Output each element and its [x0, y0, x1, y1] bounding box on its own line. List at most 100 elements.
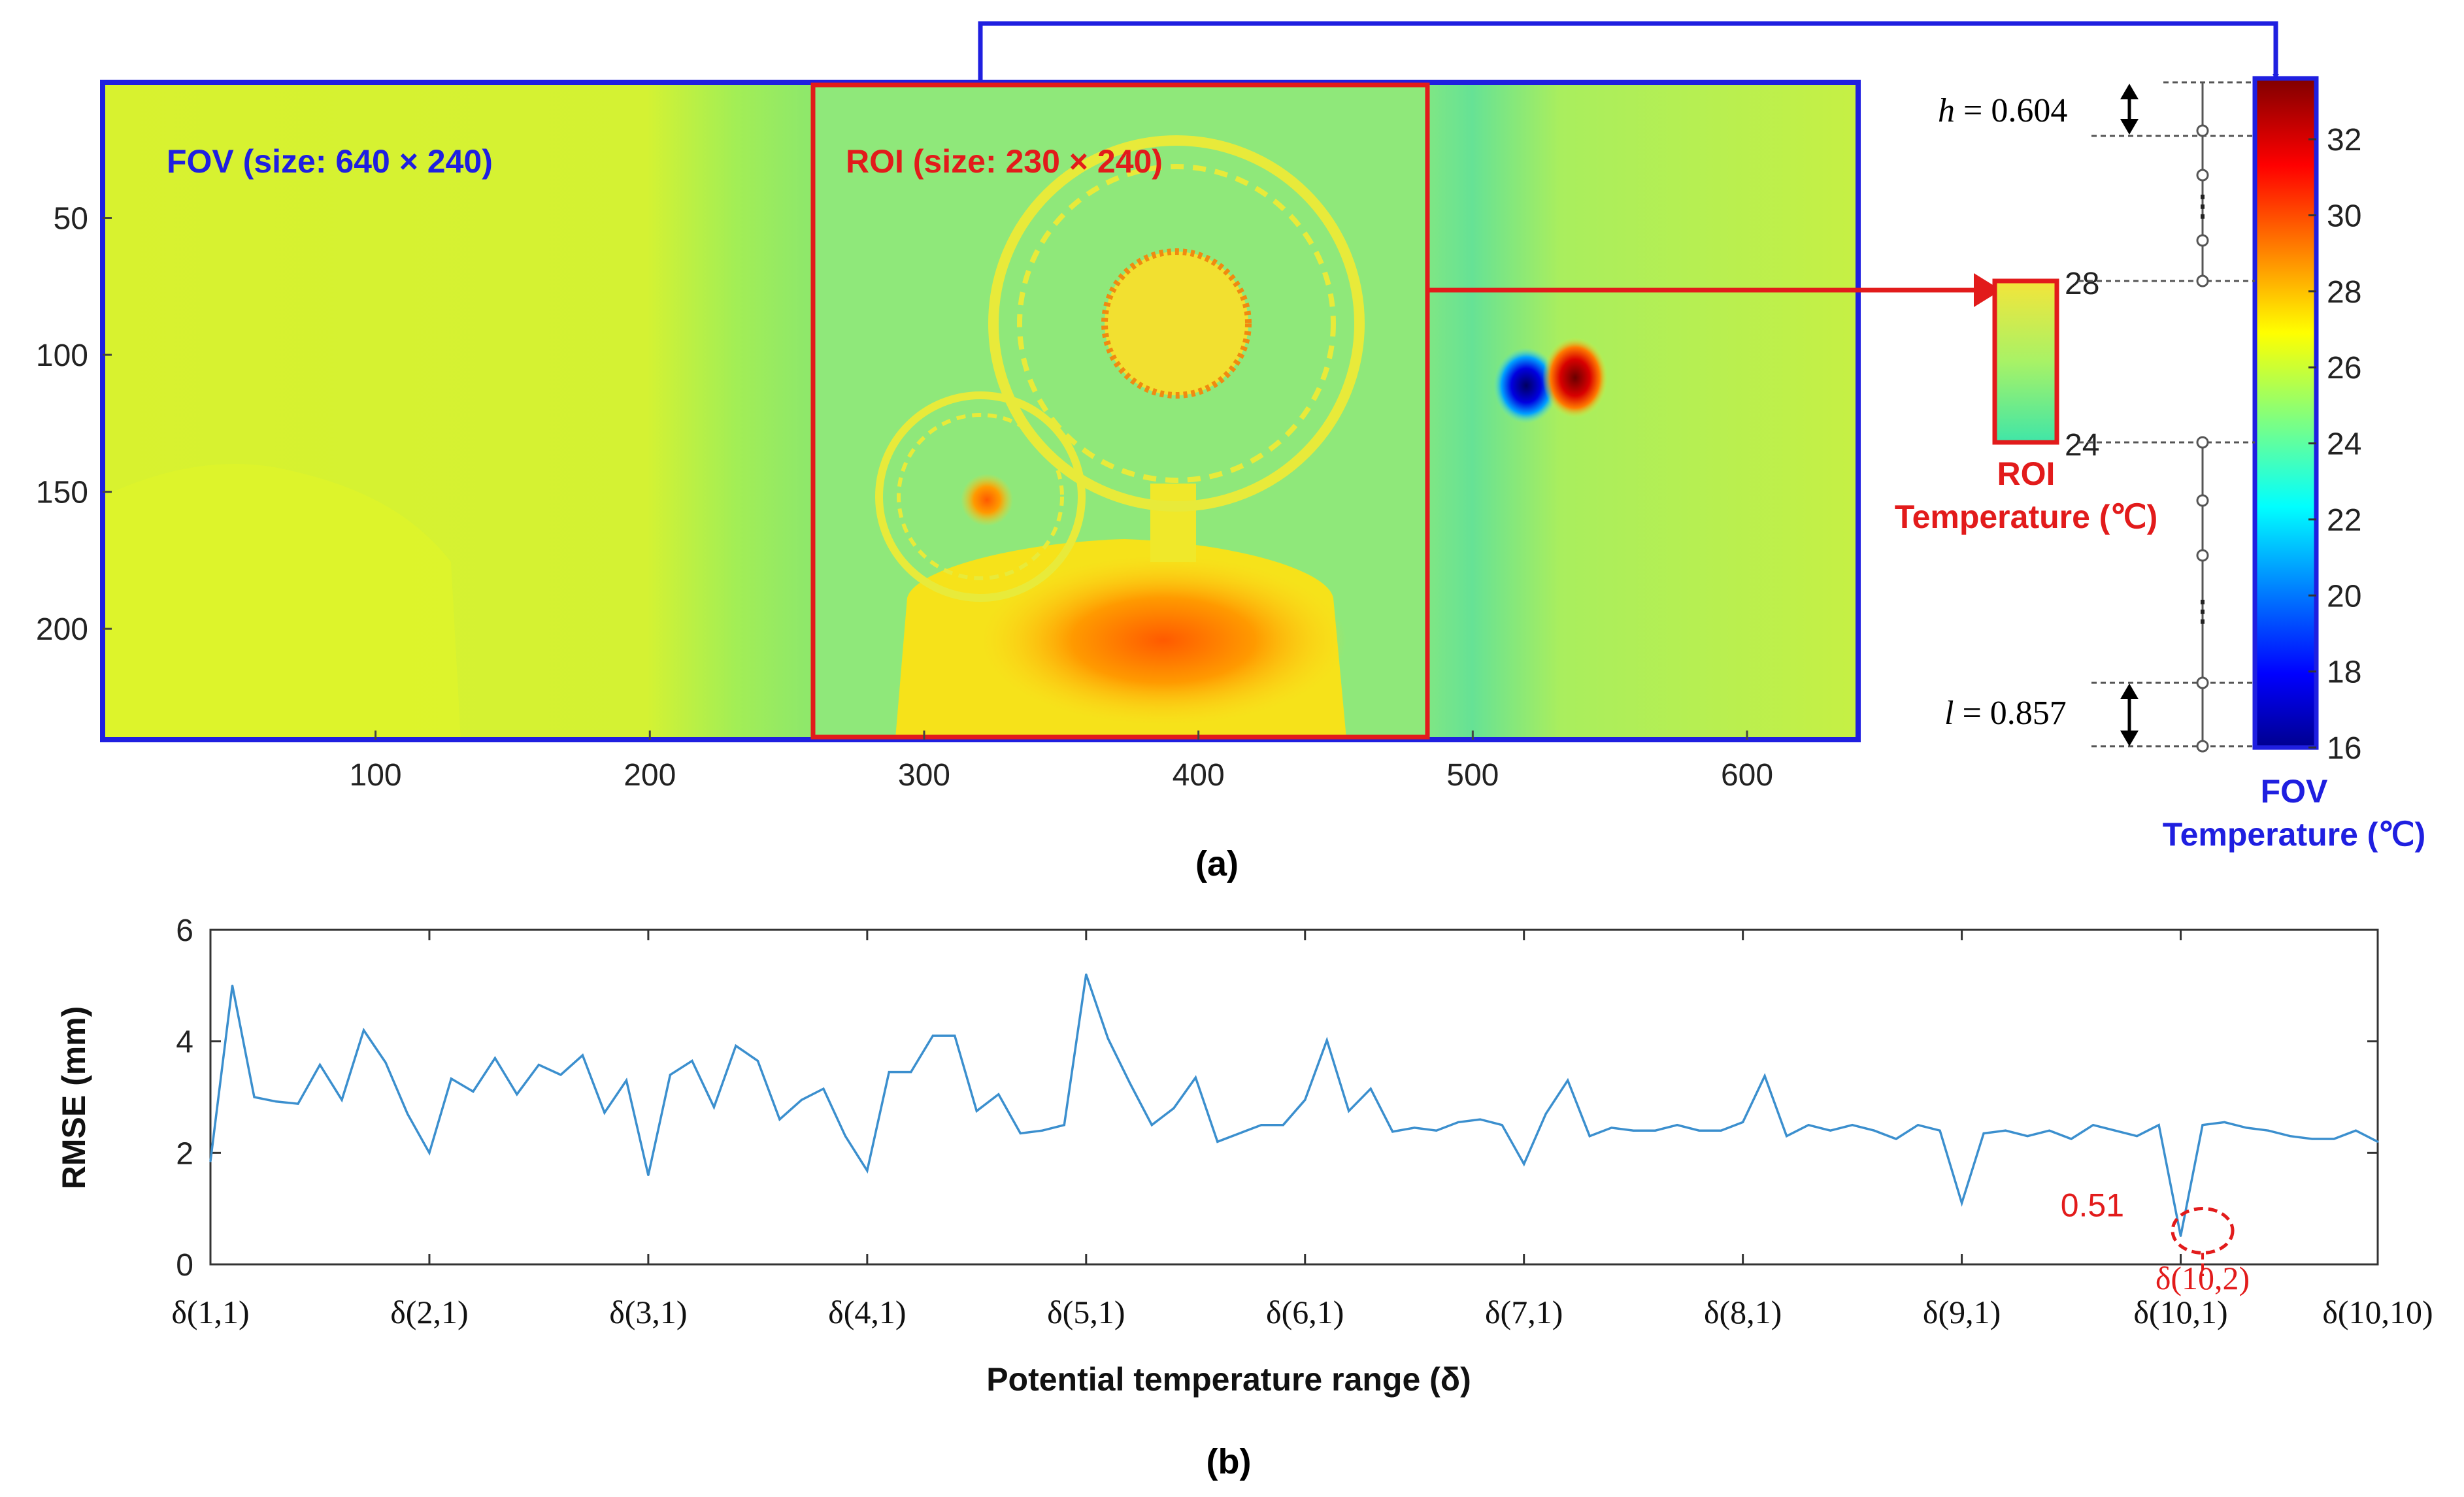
- rmse-point: [1457, 1121, 1459, 1123]
- rmse-point: [559, 1074, 562, 1076]
- a-x-tick-label: 500: [1446, 758, 1499, 793]
- rmse-point: [537, 1064, 540, 1066]
- b-x-tick-label: δ(4,1): [828, 1294, 906, 1330]
- rmse-point: [1501, 1124, 1503, 1127]
- small-fan-inner: [897, 413, 1064, 580]
- large-fan-inner: [1017, 164, 1336, 483]
- rmse-point: [2026, 1135, 2029, 1138]
- rmse-point: [1698, 1129, 1701, 1132]
- rmse-point: [1369, 1087, 1372, 1090]
- rmse-point: [1544, 1113, 1547, 1115]
- panel-a-y-ticks: 50 100 150 200: [36, 201, 112, 647]
- fov-box: [100, 80, 1861, 742]
- rmse-point: [2223, 1121, 2226, 1123]
- roi-colorbar-tick-label: 24: [2065, 428, 2099, 463]
- rmse-point: [1742, 1121, 1744, 1123]
- range-bracket: [2196, 82, 2209, 753]
- rmse-point: [669, 1074, 671, 1076]
- panel-b: 0 2 4 6 δ(1,1) δ(2,1) δ(3,1) δ(4,1) δ(5,1) δ(6,1…: [56, 913, 2433, 1481]
- rmse-point: [472, 1090, 474, 1093]
- rmse-point: [1129, 1082, 1131, 1085]
- rmse-point: [1325, 1039, 1328, 1042]
- rmse-point: [603, 1111, 606, 1114]
- rmse-point: [2376, 1140, 2379, 1143]
- b-x-tick-label: δ(3,1): [609, 1294, 687, 1330]
- roi-label: ROI (size: 230 × 240): [846, 143, 1163, 180]
- roi-box: [810, 82, 1430, 740]
- rmse-point: [2005, 1129, 2007, 1132]
- rmse-point: [2048, 1129, 2051, 1132]
- rmse-point: [1961, 1202, 1963, 1204]
- rmse-point: [866, 1170, 869, 1172]
- a-y-tick-label: 50: [54, 201, 88, 236]
- l-value: = 0.857: [1954, 695, 2066, 732]
- b-y-tick-label: 4: [176, 1025, 193, 1060]
- l-symbol: l: [1944, 695, 1954, 732]
- fov-colorbar-tick-label: 26: [2327, 351, 2361, 386]
- rmse-point: [910, 1071, 912, 1074]
- rmse-point: [1238, 1132, 1240, 1134]
- b-x-tick-label: δ(9,1): [1923, 1294, 2001, 1330]
- h-double-arrow: [2120, 84, 2139, 135]
- y-axis-label: RMSE (mm): [56, 1006, 92, 1190]
- rmse-point: [2311, 1138, 2314, 1140]
- rmse-point: [1041, 1129, 1044, 1132]
- rmse-point: [1173, 1107, 1175, 1110]
- fov-colorbar-title-1: FOV: [2261, 773, 2328, 810]
- roi-colorbar-tick-label: 28: [2065, 267, 2099, 301]
- lower-ellipsis: ⋮: [2188, 595, 2217, 627]
- rmse-point: [362, 1029, 365, 1032]
- rmse-point: [231, 984, 233, 987]
- l-double-arrow: [2120, 683, 2139, 746]
- b-y-tick-label: 6: [176, 913, 193, 948]
- rmse-point: [1063, 1124, 1065, 1127]
- min-circle: [2171, 1206, 2235, 1255]
- fov-colorbar-tick-label: 22: [2327, 503, 2361, 538]
- roi-colorbar-title-2: Temperature (℃): [1895, 499, 2158, 535]
- rmse-point: [1194, 1076, 1197, 1079]
- rmse-point: [2092, 1124, 2095, 1127]
- rmse-point: [318, 1064, 321, 1066]
- fov-label: FOV (size: 640 × 240): [167, 143, 493, 180]
- rmse-point: [888, 1071, 890, 1074]
- b-x-tick-label: δ(8,1): [1704, 1294, 1782, 1330]
- rmse-point: [1610, 1127, 1613, 1129]
- rmse-point: [1304, 1098, 1307, 1101]
- min-annotation: 0.51 δ(10,2): [2061, 1187, 2250, 1296]
- fov-colorbar-tick-label: 24: [2327, 427, 2361, 462]
- h-annotation: h = 0.604: [1938, 92, 2067, 129]
- rmse-point: [1107, 1037, 1109, 1040]
- plot-area: [209, 929, 2379, 1266]
- rmse-point: [406, 1113, 408, 1115]
- device-base-hotspot: [980, 555, 1346, 725]
- rmse-point: [450, 1078, 452, 1080]
- panel-a-caption: (a): [1195, 844, 1239, 883]
- rmse-point: [2180, 1234, 2182, 1237]
- rmse-point: [2289, 1135, 2291, 1138]
- rmse-point: [428, 1151, 431, 1154]
- rmse-point: [1588, 1135, 1591, 1138]
- x-axis-label: Potential temperature range (δ): [986, 1361, 1471, 1398]
- rmse-point: [209, 1160, 212, 1162]
- a-y-tick-label: 150: [36, 476, 88, 510]
- rmse-point: [975, 1110, 978, 1112]
- rmse-point: [1150, 1124, 1153, 1127]
- rmse-point: [691, 1060, 693, 1062]
- range-guides: [2078, 81, 2255, 748]
- roi-link-arrowhead: [1974, 273, 2001, 307]
- min-value-label: 0.51: [2061, 1187, 2124, 1223]
- rmse-point: [1435, 1129, 1438, 1132]
- rmse-point: [297, 1102, 299, 1105]
- rmse-point: [712, 1106, 715, 1108]
- rmse-point: [493, 1057, 496, 1059]
- rmse-point: [1851, 1124, 1854, 1127]
- cold-spot: [1493, 348, 1559, 423]
- rmse-point: [1413, 1127, 1416, 1129]
- device-stem: [1150, 484, 1196, 562]
- rmse-point: [954, 1034, 956, 1037]
- rmse-point: [2157, 1124, 2160, 1127]
- rmse-point: [844, 1135, 846, 1138]
- rmse-point: [1763, 1075, 1766, 1078]
- rmse-point: [1917, 1124, 1920, 1127]
